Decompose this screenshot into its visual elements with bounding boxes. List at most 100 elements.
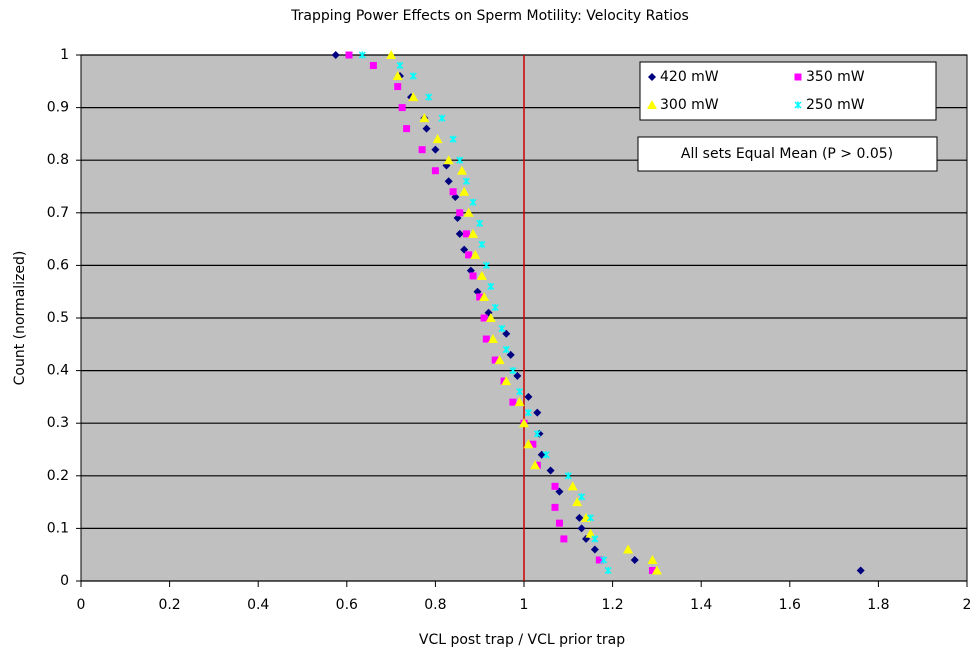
legend-label: 420 mW (660, 69, 719, 85)
point (449, 135, 457, 143)
point (623, 544, 634, 554)
point (422, 124, 431, 133)
point (523, 439, 534, 449)
point (463, 207, 474, 217)
point (501, 376, 512, 386)
x-tick-label: 2 (963, 597, 972, 613)
point (449, 188, 457, 196)
annotation-box (637, 136, 938, 172)
point (572, 497, 583, 507)
point (459, 186, 470, 196)
point (455, 229, 464, 238)
point (648, 566, 656, 574)
point (394, 83, 402, 91)
y-tick-label: 0 (60, 573, 69, 589)
point (591, 535, 599, 543)
point (514, 397, 525, 407)
point (398, 104, 406, 112)
point (519, 418, 529, 428)
point (476, 219, 484, 227)
point (431, 167, 439, 175)
point (491, 356, 499, 364)
point (586, 514, 594, 522)
y-tick-label: 0.6 (47, 257, 69, 273)
point (491, 303, 499, 312)
legend-marker (647, 100, 657, 109)
point (551, 482, 559, 490)
point (530, 460, 541, 470)
point (575, 513, 584, 522)
point (564, 472, 572, 480)
x-axis-label: VCL post trap / VCL prior trap (419, 632, 625, 648)
x-tick-label: 1 (520, 597, 529, 613)
x-tick-label: 0.4 (247, 597, 269, 613)
point (516, 388, 524, 396)
point (482, 335, 490, 343)
legend-box (639, 61, 937, 121)
point (478, 240, 486, 248)
point (551, 503, 559, 511)
point (542, 451, 550, 459)
point (577, 524, 586, 533)
x-tick-label: 0.6 (336, 597, 358, 613)
point (555, 519, 563, 527)
x-tick-label: 0 (77, 597, 86, 613)
legend-label: 250 mW (806, 97, 865, 113)
point (419, 113, 430, 123)
y-tick-label: 0.1 (47, 520, 69, 536)
x-tick-label: 0.2 (158, 597, 180, 613)
x-tick-label: 1.2 (601, 597, 623, 613)
point (462, 230, 470, 238)
point (456, 156, 464, 164)
point (498, 324, 506, 333)
point (409, 72, 417, 80)
point (487, 282, 495, 290)
point (856, 566, 865, 575)
point (567, 481, 578, 491)
point (529, 440, 537, 448)
point (502, 346, 510, 354)
y-tick-label: 0.8 (47, 152, 69, 168)
legend-label: 350 mW (806, 69, 865, 85)
y-tick-label: 0.4 (47, 363, 69, 379)
point (651, 565, 662, 575)
point (408, 92, 419, 102)
point (524, 409, 532, 417)
point (482, 261, 490, 269)
x-tick-label: 1.8 (867, 597, 889, 613)
legend-marker (794, 101, 802, 109)
point (403, 125, 411, 133)
point (533, 430, 541, 438)
legend-label: 300 mW (660, 97, 719, 113)
point (425, 93, 433, 101)
point (470, 249, 481, 259)
point (392, 71, 403, 81)
y-tick-label: 0.3 (47, 415, 69, 431)
point (485, 313, 496, 322)
point (443, 155, 454, 165)
point (578, 493, 586, 501)
point (469, 272, 477, 280)
point (358, 51, 366, 59)
chart-title: Trapping Power Effects on Sperm Motility… (290, 8, 689, 24)
point (560, 535, 568, 543)
point (468, 228, 479, 238)
y-tick-label: 0.9 (47, 100, 69, 116)
legend-marker (648, 73, 656, 81)
x-tick-label: 1.4 (690, 597, 712, 613)
point (509, 367, 517, 375)
point (533, 408, 542, 417)
point (604, 566, 612, 575)
point (462, 177, 470, 185)
x-tick-label: 0.8 (424, 597, 446, 613)
point (476, 270, 487, 280)
point (396, 61, 404, 70)
y-tick-label: 0.5 (47, 310, 69, 326)
x-tick-label: 1.6 (779, 597, 801, 613)
y-tick-label: 0.7 (47, 205, 69, 221)
point (444, 177, 453, 186)
point (369, 62, 377, 70)
y-axis-label: Count (normalized) (12, 251, 28, 386)
y-tick-label: 1 (60, 47, 69, 63)
